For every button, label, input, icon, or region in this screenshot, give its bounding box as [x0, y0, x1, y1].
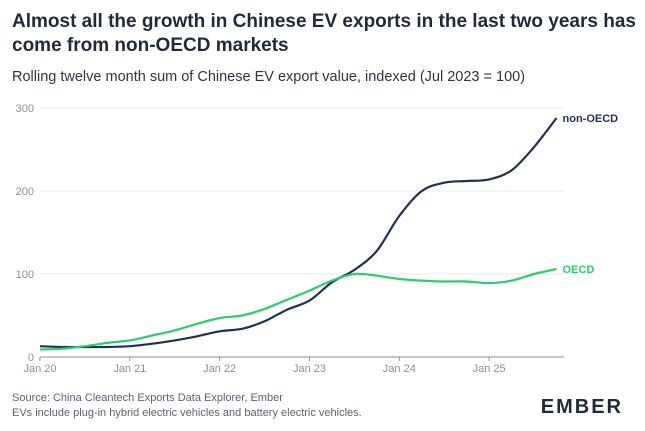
chart-subtitle: Rolling twelve month sum of Chinese EV e…	[12, 69, 526, 85]
x-tick-label: Jan 21	[113, 363, 146, 375]
ember-logo: EMBER	[540, 396, 623, 418]
definition-note: EVs include plug-in hybrid electric vehi…	[12, 407, 362, 419]
series-label-non-oecd: non-OECD	[563, 113, 619, 125]
y-tick-label: 300	[16, 103, 34, 115]
x-tick-label: Jan 20	[23, 363, 56, 375]
series-line-non-oecd	[39, 117, 558, 349]
y-tick-label: 100	[16, 269, 34, 281]
source-note: Source: China Cleantech Exports Data Exp…	[12, 392, 283, 404]
series-line-oecd	[39, 267, 557, 351]
grid-lines: 0 100 200 300	[16, 103, 564, 364]
x-axis: Jan 20 Jan 21 Jan 22 Jan 23 Jan 24 Jan 25	[23, 356, 564, 375]
y-tick-label: 200	[16, 186, 34, 198]
x-tick-label: Jan 25	[473, 363, 506, 375]
series-lines	[39, 117, 558, 351]
x-tick-label: Jan 22	[203, 363, 236, 375]
series-labels: non-OECD OECD	[563, 113, 619, 276]
chart-title: Almost all the growth in Chinese EV expo…	[12, 11, 636, 56]
chart-footer: Source: China Cleantech Exports Data Exp…	[12, 391, 362, 421]
y-tick-label: 0	[28, 352, 34, 364]
series-label-oecd: OECD	[563, 264, 595, 276]
x-tick-label: Jan 23	[293, 363, 326, 375]
x-tick-label: Jan 24	[383, 363, 416, 375]
